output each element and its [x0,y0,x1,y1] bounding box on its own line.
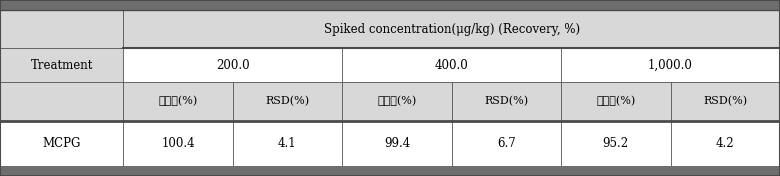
Bar [561,48,780,82]
Bar [0,121,123,166]
Bar [561,121,671,166]
Text: RSD(%): RSD(%) [704,96,747,106]
Text: 100.4: 100.4 [161,137,195,150]
Bar [342,82,452,121]
Bar [561,82,671,121]
Bar [0,82,123,121]
Text: 회수율(%): 회수율(%) [378,96,417,106]
Bar [452,82,561,121]
Bar [671,121,780,166]
Text: 회수율(%): 회수율(%) [158,96,197,106]
Text: 6.7: 6.7 [497,137,516,150]
Bar [452,121,561,166]
Text: RSD(%): RSD(%) [484,96,528,106]
Bar [671,82,780,121]
Bar [0,10,123,48]
Bar [342,48,561,82]
Bar [123,48,342,82]
Bar [123,121,232,166]
Text: RSD(%): RSD(%) [265,96,310,106]
Bar [0,166,780,176]
Text: Treatment: Treatment [30,59,93,72]
Text: Spiked concentration(μg/kg) (Recovery, %): Spiked concentration(μg/kg) (Recovery, %… [324,23,580,36]
Text: 200.0: 200.0 [216,59,250,72]
Text: 회수율(%): 회수율(%) [596,96,636,106]
Text: 95.2: 95.2 [603,137,629,150]
Text: MCPG: MCPG [42,137,81,150]
Bar [123,82,232,121]
Text: 1,000.0: 1,000.0 [648,59,693,72]
Bar [0,0,780,10]
Text: 400.0: 400.0 [434,59,469,72]
Bar [232,82,342,121]
Text: 4.1: 4.1 [278,137,296,150]
Bar [123,10,780,48]
Bar [342,121,452,166]
Text: 99.4: 99.4 [384,137,410,150]
Text: 4.2: 4.2 [716,137,735,150]
Bar [232,121,342,166]
Bar [0,48,123,82]
